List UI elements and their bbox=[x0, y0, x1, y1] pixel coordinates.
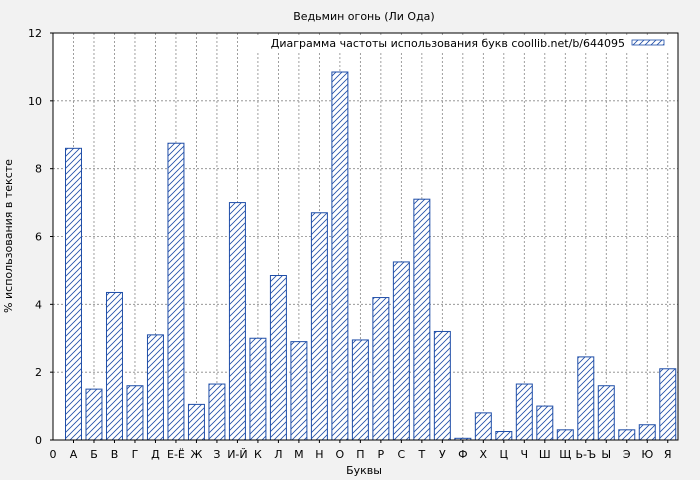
x-tick-label: Т bbox=[417, 448, 425, 461]
bar-Щ bbox=[556, 429, 574, 441]
x-tick-label: Л bbox=[274, 448, 282, 461]
x-tick-label: Ч bbox=[521, 448, 529, 461]
x-tick-label: В bbox=[111, 448, 119, 461]
bar-С bbox=[392, 261, 410, 441]
bar-О bbox=[331, 71, 349, 441]
x-tick-label: Р bbox=[378, 448, 385, 461]
x-tick-label: А bbox=[70, 448, 78, 461]
bar-К bbox=[249, 337, 267, 441]
x-tick-label: И-Й bbox=[227, 448, 247, 461]
bar-Б bbox=[85, 388, 103, 441]
bar-Г bbox=[126, 385, 144, 441]
bar-Е-Ё bbox=[167, 142, 185, 441]
x-tick-label: К bbox=[254, 448, 262, 461]
y-tick-label: 4 bbox=[35, 298, 42, 311]
x-tick-label: Г bbox=[132, 448, 139, 461]
bar-В bbox=[105, 291, 123, 441]
y-tick-label: 2 bbox=[35, 366, 42, 379]
x-tick-label: Д bbox=[151, 448, 160, 461]
x-tick-label: Е-Ё bbox=[167, 448, 185, 461]
bar-У bbox=[433, 330, 451, 441]
bar-Э bbox=[618, 429, 636, 441]
bar-Т bbox=[413, 198, 431, 441]
bar-И-Й bbox=[228, 202, 246, 441]
x-tick-label: Я bbox=[664, 448, 672, 461]
y-tick-label: 8 bbox=[35, 163, 42, 176]
bar-М bbox=[290, 341, 308, 441]
x-tick-label: Б bbox=[90, 448, 98, 461]
x-tick-label: Ы bbox=[601, 448, 611, 461]
x-tick-label: Ж bbox=[191, 448, 203, 461]
x-axis-label: Буквы bbox=[346, 464, 382, 477]
x-tick-label: Э bbox=[623, 448, 631, 461]
x-tick-label: Н bbox=[315, 448, 323, 461]
bar-Н bbox=[310, 212, 328, 441]
y-tick-label: 12 bbox=[28, 27, 42, 40]
bar-А bbox=[65, 147, 82, 441]
x-tick-label: М bbox=[294, 448, 304, 461]
bar-Л bbox=[269, 275, 287, 441]
x-tick-label: П bbox=[356, 448, 364, 461]
x-tick-label: Х bbox=[480, 448, 488, 461]
y-axis-label: % использования в тексте bbox=[2, 159, 15, 313]
chart-title: Ведьмин огонь (Ли Ода) bbox=[293, 10, 434, 23]
x-tick-label: С bbox=[398, 448, 406, 461]
legend: Диаграмма частоты использования букв coo… bbox=[240, 35, 672, 51]
y-tick-label: 10 bbox=[28, 95, 42, 108]
bar-Ь-Ъ bbox=[577, 356, 595, 441]
x-tick-label: Ц bbox=[500, 448, 509, 461]
bar-Д bbox=[146, 334, 164, 441]
x-tick-label: Ь-Ъ bbox=[575, 448, 596, 461]
legend-swatch bbox=[631, 39, 665, 46]
x-tick-label: Ш bbox=[539, 448, 551, 461]
x-tick-label: Ф bbox=[458, 448, 467, 461]
y-tick-label: 0 bbox=[35, 434, 42, 447]
bar-Ы bbox=[597, 385, 615, 441]
bar-Х bbox=[474, 412, 492, 441]
x-tick-label: Щ bbox=[559, 448, 571, 461]
bar-Ц bbox=[495, 431, 513, 441]
bar-Я bbox=[659, 368, 677, 441]
bar-П bbox=[351, 339, 369, 441]
x-tick-label: Ю bbox=[641, 448, 653, 461]
x-tick-label: О bbox=[336, 448, 345, 461]
x-tick-label: У bbox=[439, 448, 446, 461]
legend-label: Диаграмма частоты использования букв coo… bbox=[271, 37, 625, 50]
bar-Ж bbox=[187, 403, 205, 441]
bar-Ю bbox=[638, 424, 656, 441]
bar-Р bbox=[372, 297, 390, 441]
x-tick-label-origin: 0 bbox=[50, 448, 57, 461]
x-tick-label: З bbox=[213, 448, 220, 461]
legend-box bbox=[240, 35, 672, 51]
y-tick-label: 6 bbox=[35, 231, 42, 244]
bar-Ч bbox=[515, 383, 533, 441]
bar-Ш bbox=[536, 405, 554, 441]
bar-З bbox=[208, 383, 226, 441]
